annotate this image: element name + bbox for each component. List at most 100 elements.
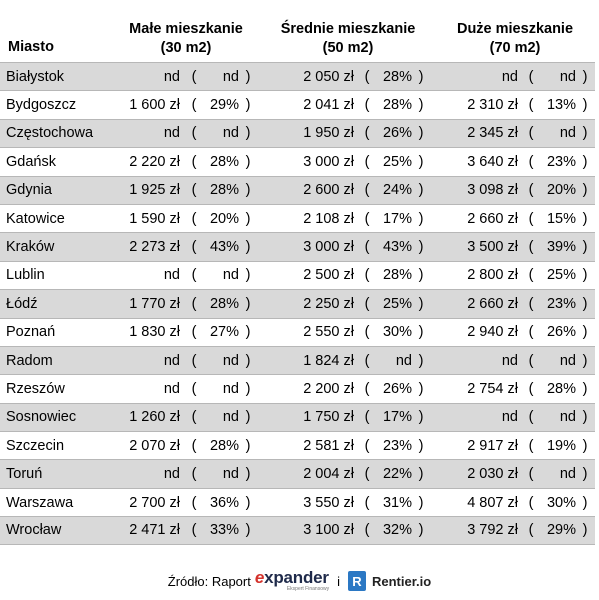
medium-price-cell: 2 600 zł bbox=[303, 182, 354, 199]
small-close-paren-cell: ) bbox=[245, 125, 251, 142]
source-footer: Źródło: Raport expander Ekspert Finansow… bbox=[0, 566, 599, 596]
city-cell: Lublin bbox=[6, 267, 45, 284]
small-percent-cell: nd bbox=[222, 68, 239, 85]
medium-percent-cell: 17% bbox=[382, 409, 412, 426]
small-percent-cell: 28% bbox=[209, 437, 239, 454]
large-price-cell: 2 345 zł bbox=[467, 125, 518, 142]
small-price-cell: 1 925 zł bbox=[129, 182, 180, 199]
medium-price-cell: 3 550 zł bbox=[303, 494, 354, 511]
large-percent-cell: 25% bbox=[546, 267, 576, 284]
medium-close-paren-cell: ) bbox=[418, 267, 424, 284]
large-price-cell: 2 754 zł bbox=[467, 380, 518, 397]
header-big-line1: Duże mieszkanie bbox=[456, 21, 574, 37]
header-big-line2: (70 m2) bbox=[489, 40, 541, 56]
medium-open-paren-cell: ( bbox=[364, 522, 370, 539]
large-percent-cell: nd bbox=[559, 125, 576, 142]
large-open-paren-cell: ( bbox=[528, 267, 534, 284]
small-percent-cell: nd bbox=[222, 267, 239, 284]
small-close-paren-cell: ) bbox=[245, 494, 251, 511]
medium-price-cell: 2 050 zł bbox=[303, 68, 354, 85]
table-row: Lublin nd (nd) 2 500 zł (28%) 2 800 zł (25%) bbox=[0, 260, 595, 289]
medium-percent-cell: 22% bbox=[382, 466, 412, 483]
small-price-cell: 1 260 zł bbox=[129, 409, 180, 426]
table-row: Radom nd (nd) 1 824 zł (nd) nd (nd) bbox=[0, 345, 595, 375]
small-close-paren-cell: ) bbox=[245, 239, 251, 256]
small-percent-cell: nd bbox=[222, 466, 239, 483]
large-open-paren-cell: ( bbox=[528, 380, 534, 397]
small-percent-cell: 20% bbox=[209, 210, 239, 227]
large-close-paren-cell: ) bbox=[582, 125, 588, 142]
large-percent-cell: nd bbox=[559, 466, 576, 483]
large-price-cell: 3 500 zł bbox=[467, 239, 518, 256]
large-price-cell: 2 660 zł bbox=[467, 295, 518, 312]
city-cell: Toruń bbox=[6, 466, 43, 483]
medium-open-paren-cell: ( bbox=[364, 494, 370, 511]
large-percent-cell: nd bbox=[559, 68, 576, 85]
large-price-cell: 3 098 zł bbox=[467, 182, 518, 199]
city-cell: Warszawa bbox=[6, 494, 74, 511]
city-cell: Gdańsk bbox=[6, 153, 56, 170]
large-price-cell: nd bbox=[501, 68, 518, 85]
medium-close-paren-cell: ) bbox=[418, 437, 424, 454]
medium-close-paren-cell: ) bbox=[418, 239, 424, 256]
city-cell: Radom bbox=[6, 352, 53, 369]
large-open-paren-cell: ( bbox=[528, 97, 534, 114]
header-city: Miasto bbox=[8, 39, 54, 55]
large-close-paren-cell: ) bbox=[582, 324, 588, 341]
small-open-paren-cell: ( bbox=[191, 97, 197, 114]
table-row: Wrocław 2 471 zł (33%) 3 100 zł (32%) 3 792 z… bbox=[0, 516, 595, 545]
small-price-cell: 1 830 zł bbox=[129, 324, 180, 341]
medium-open-paren-cell: ( bbox=[364, 267, 370, 284]
large-open-paren-cell: ( bbox=[528, 409, 534, 426]
medium-percent-cell: 25% bbox=[382, 295, 412, 312]
small-percent-cell: 33% bbox=[209, 522, 239, 539]
small-close-paren-cell: ) bbox=[245, 267, 251, 284]
large-open-paren-cell: ( bbox=[528, 125, 534, 142]
small-close-paren-cell: ) bbox=[245, 380, 251, 397]
medium-close-paren-cell: ) bbox=[418, 522, 424, 539]
medium-open-paren-cell: ( bbox=[364, 210, 370, 227]
small-price-cell: 1 590 zł bbox=[129, 210, 180, 227]
small-close-paren-cell: ) bbox=[245, 210, 251, 227]
city-cell: Kraków bbox=[6, 239, 55, 256]
footer-and: i bbox=[337, 573, 340, 589]
small-close-paren-cell: ) bbox=[245, 352, 251, 369]
small-close-paren-cell: ) bbox=[245, 522, 251, 539]
large-percent-cell: 19% bbox=[546, 437, 576, 454]
large-percent-cell: 15% bbox=[546, 210, 576, 227]
large-close-paren-cell: ) bbox=[582, 522, 588, 539]
source-label: Źródło: Raport bbox=[167, 573, 251, 589]
medium-percent-cell: 32% bbox=[382, 522, 412, 539]
large-open-paren-cell: ( bbox=[528, 324, 534, 341]
small-close-paren-cell: ) bbox=[245, 437, 251, 454]
medium-price-cell: 2 250 zł bbox=[303, 295, 354, 312]
small-open-paren-cell: ( bbox=[191, 324, 197, 341]
city-cell: Bydgoszcz bbox=[6, 97, 77, 114]
header-mid-line1: Średnie mieszkanie bbox=[280, 21, 416, 37]
medium-close-paren-cell: ) bbox=[418, 182, 424, 199]
small-open-paren-cell: ( bbox=[191, 494, 197, 511]
medium-price-cell: 1 750 zł bbox=[303, 409, 354, 426]
small-open-paren-cell: ( bbox=[191, 380, 197, 397]
medium-price-cell: 2 041 zł bbox=[303, 97, 354, 114]
small-price-cell: 2 070 zł bbox=[129, 437, 180, 454]
large-open-paren-cell: ( bbox=[528, 437, 534, 454]
large-close-paren-cell: ) bbox=[582, 267, 588, 284]
medium-open-paren-cell: ( bbox=[364, 466, 370, 483]
city-cell: Rzeszów bbox=[6, 380, 65, 397]
large-price-cell: 2 660 zł bbox=[467, 210, 518, 227]
small-percent-cell: 43% bbox=[209, 239, 239, 256]
medium-close-paren-cell: ) bbox=[418, 494, 424, 511]
large-close-paren-cell: ) bbox=[582, 97, 588, 114]
medium-percent-cell: 31% bbox=[382, 494, 412, 511]
table-row: Kraków 2 273 zł (43%) 3 000 zł (43%) 3 500 zł… bbox=[0, 232, 595, 261]
large-close-paren-cell: ) bbox=[582, 380, 588, 397]
medium-price-cell: 2 550 zł bbox=[303, 324, 354, 341]
medium-close-paren-cell: ) bbox=[418, 324, 424, 341]
large-open-paren-cell: ( bbox=[528, 494, 534, 511]
small-close-paren-cell: ) bbox=[245, 153, 251, 170]
large-open-paren-cell: ( bbox=[528, 239, 534, 256]
expander-logo-e: e bbox=[254, 568, 265, 587]
large-close-paren-cell: ) bbox=[582, 295, 588, 312]
small-open-paren-cell: ( bbox=[191, 68, 197, 85]
